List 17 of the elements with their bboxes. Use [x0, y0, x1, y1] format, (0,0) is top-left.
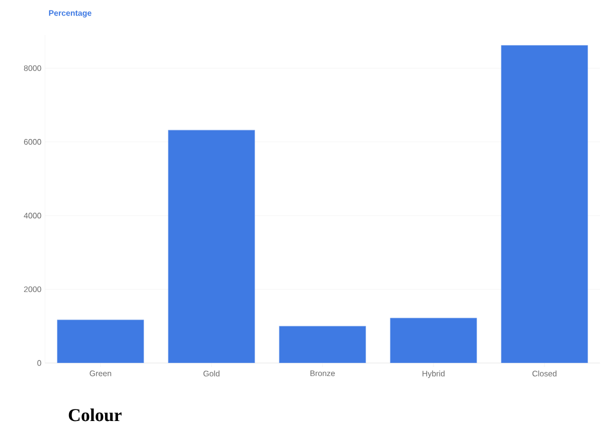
y-tick-label: 4000 — [24, 212, 42, 218]
x-axis-title: Colour — [68, 408, 122, 422]
x-tick-label: Closed — [532, 370, 556, 376]
y-tick-label: 0 — [37, 360, 42, 366]
x-tick-label: Gold — [203, 370, 220, 376]
bar — [279, 326, 366, 363]
x-tick-label: Green — [90, 370, 112, 376]
bar — [501, 45, 588, 363]
y-tick-label: 2000 — [24, 286, 42, 292]
bar — [168, 130, 255, 363]
y-tick-label: 8000 — [24, 65, 42, 72]
x-tick-label: Hybrid — [422, 370, 445, 378]
y-tick-label: 6000 — [24, 139, 42, 145]
x-tick-label: Bronze — [310, 370, 335, 376]
bar — [57, 320, 144, 363]
y-axis-title: Percentage — [49, 10, 92, 18]
bar — [390, 318, 477, 363]
